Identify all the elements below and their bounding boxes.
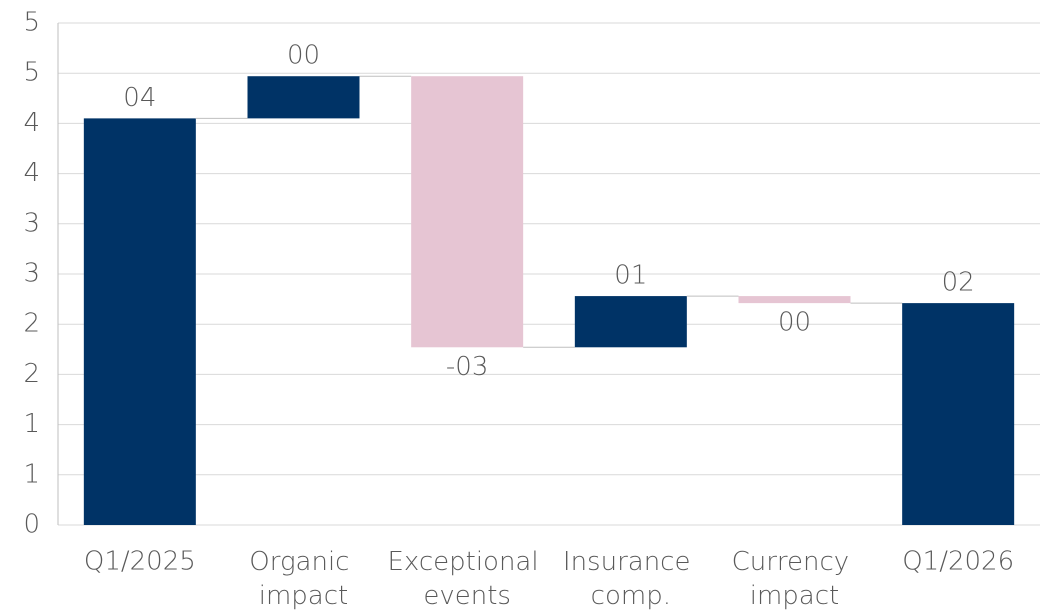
- y-tick-label: 5: [23, 8, 40, 38]
- bar: [247, 76, 360, 119]
- y-tick-label: 4: [23, 108, 40, 138]
- x-tick-label: Q1/2025: [84, 547, 196, 577]
- y-tick-label: 4: [23, 158, 40, 188]
- bar: [574, 296, 687, 348]
- x-tick-label: Organic impact: [249, 547, 358, 611]
- y-tick-label: 3: [23, 259, 40, 289]
- bar: [738, 296, 851, 304]
- bar: [411, 76, 524, 348]
- y-tick-label: 1: [23, 459, 40, 489]
- x-tick-label: Exceptional events: [387, 547, 546, 611]
- value-label: 00: [287, 41, 320, 71]
- x-tick-label: Currency impact: [732, 547, 858, 611]
- bar: [902, 303, 1015, 525]
- y-tick-label: 2: [23, 359, 40, 389]
- y-tick-label: 1: [23, 409, 40, 439]
- bar: [83, 118, 196, 525]
- x-tick-label: Q1/2026: [902, 547, 1014, 577]
- value-label: 00: [778, 308, 811, 338]
- y-tick-label: 2: [23, 309, 40, 339]
- y-tick-label: 5: [23, 58, 40, 88]
- value-label: -03: [446, 352, 488, 382]
- value-label: 04: [123, 83, 156, 113]
- value-label: 01: [614, 261, 647, 291]
- y-tick-label: 0: [23, 510, 40, 540]
- x-tick-label: Insurance comp.: [563, 547, 699, 611]
- value-label: 02: [942, 268, 975, 298]
- y-tick-label: 3: [23, 208, 40, 238]
